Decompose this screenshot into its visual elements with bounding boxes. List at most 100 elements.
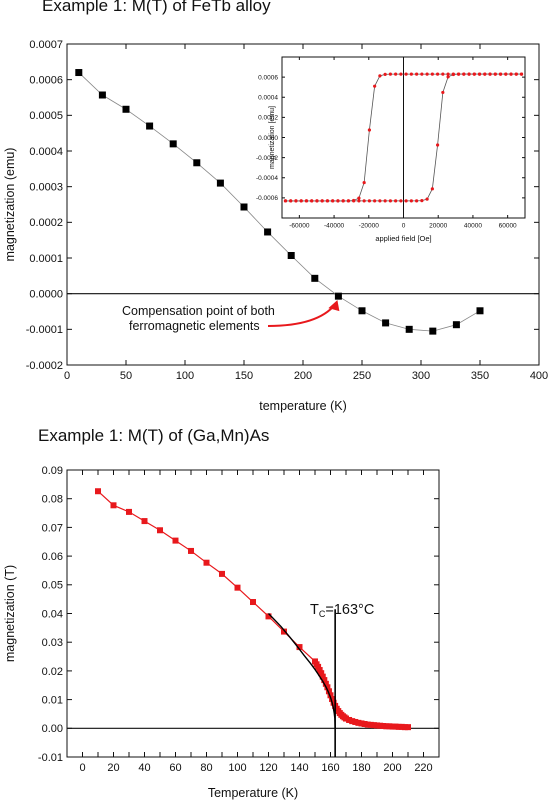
chart2-tc-label-main: T [310,602,319,618]
inset-data-point [425,197,429,201]
chart1-annotation-line2: ferromagnetic elements [129,319,260,333]
chart2-data-point [398,723,405,730]
inset-data-point [383,72,387,76]
inset-x-tick-label: 20000 [429,223,447,230]
inset-data-point [404,72,408,76]
chart1-data-point [98,91,106,99]
chart1-x-axis-label: temperature (K) [259,399,347,413]
chart2-data-point [377,722,384,729]
chart2-tc-label-sub: C [319,609,326,619]
chart1-x-tick-label: 200 [294,370,312,382]
inset-data-point [441,90,445,95]
inset-y-tick-label: -0.0002 [256,155,278,162]
inset-data-point [435,143,440,147]
inset-data-point [320,199,324,203]
inset-y-tick-label: -0.0004 [256,175,278,182]
inset-x-tick-label: -20000 [359,223,380,230]
chart1-data-point [193,159,201,167]
chart2-plot-frame [66,469,440,758]
inset-data-point [367,128,372,132]
inset-y-tick-label: 0.0000 [258,135,278,142]
chart2-data-point [318,670,325,677]
inset-data-point [388,72,392,76]
inset-data-point [493,72,497,76]
chart2-data-point [322,680,329,687]
chart1-annotation-arrowhead [328,300,340,312]
inset-data-point [483,72,487,76]
chart1-data-point [240,203,248,211]
inset-data-point [294,199,298,203]
chart2-x-tick-label: 20 [107,762,119,774]
chart2-x-tick-label: 220 [414,762,432,774]
chart2-data-point [327,692,334,699]
chart2-tc-label-rest: =163°C [325,602,374,618]
chart2-x-tick-label: 60 [169,762,181,774]
inset-data-point [467,72,471,76]
chart2-data-point [319,673,326,680]
chart1-x-tick-label: 100 [176,370,194,382]
inset-data-point [488,72,492,76]
inset-data-point [409,199,413,203]
inset-data-point [357,199,361,203]
inset-x-tick-label: 60000 [499,223,517,230]
chart1-data-point [334,292,342,300]
chart2-x-tick-label: 180 [352,762,370,774]
inset-y-tick-label: 0.0006 [258,74,278,81]
chart1-data-point [169,140,177,148]
chart1-x-tick-label: 250 [353,370,371,382]
chart1-data-point [311,274,319,282]
inset-data-point [373,84,377,88]
chart1-x-tick-label: 150 [235,370,253,382]
chart2-data-point [386,723,393,730]
inset-data-point [435,72,440,76]
chart1-annotation-arrow [267,303,337,327]
chart2-data-point [203,559,210,566]
chart1-data-point [146,122,154,130]
chart2-data-point [383,723,390,730]
chart2-data-point [141,518,148,525]
inset-data-point [357,196,361,200]
chart2-data-point [265,613,272,620]
chart2-data-point [219,570,225,577]
inset-data-point [383,199,387,203]
inset-x-tick-label: -40000 [324,223,345,230]
chart1-x-tick-label: 400 [530,370,548,382]
inset-data-point [336,199,340,203]
inset-loop-descending-line [285,73,522,202]
inset-data-point [399,199,403,203]
inset-y-tick-label: 0.0002 [258,115,278,122]
inset-data-point [304,199,309,203]
chart2-y-tick-label: 0.03 [42,637,63,649]
inset-data-point [341,199,345,203]
chart2-x-tick-label: 100 [228,762,246,774]
inset-data-point [462,72,466,76]
chart1-data-point [216,179,224,187]
chart2-data-point [343,715,349,722]
inset-y-tick-label: -0.0006 [256,195,278,202]
chart2-y-tick-label: 0.07 [42,522,63,534]
inset-data-point [477,72,482,76]
chart1-annotation-line1: Compensation point of both [122,304,275,318]
chart1-data-point [476,307,484,315]
chart2-data-point [110,502,117,509]
chart2-x-tick-label: 140 [290,762,308,774]
inset-data-point [472,72,476,76]
inset-data-point [346,199,351,203]
chart2-data-point [172,537,179,544]
chart2-data-point [316,667,323,674]
chart2-y-tick-label: 0.00 [42,723,63,735]
chart1-y-tick-label: 0.0001 [29,253,63,265]
inset-y-axis-label: magnetization [emu] [269,106,276,169]
chart1-y-tick-label: -0.0002 [26,360,63,372]
inset-data-point [514,72,518,76]
chart2-data-point [250,599,256,606]
inset-data-point [399,72,403,76]
chart2-data-point [401,724,408,731]
chart1-x-tick-label: 0 [64,370,70,382]
chart2-title: Example 1: M(T) of (Ga,Mn)As [38,426,270,445]
chart2-y-tick-label: 0.04 [42,608,63,620]
inset-data-point [451,72,455,76]
chart2-data-point [329,696,336,703]
chart1-y-tick-label: 0.0004 [29,146,63,158]
chart2-data-point [355,719,362,726]
